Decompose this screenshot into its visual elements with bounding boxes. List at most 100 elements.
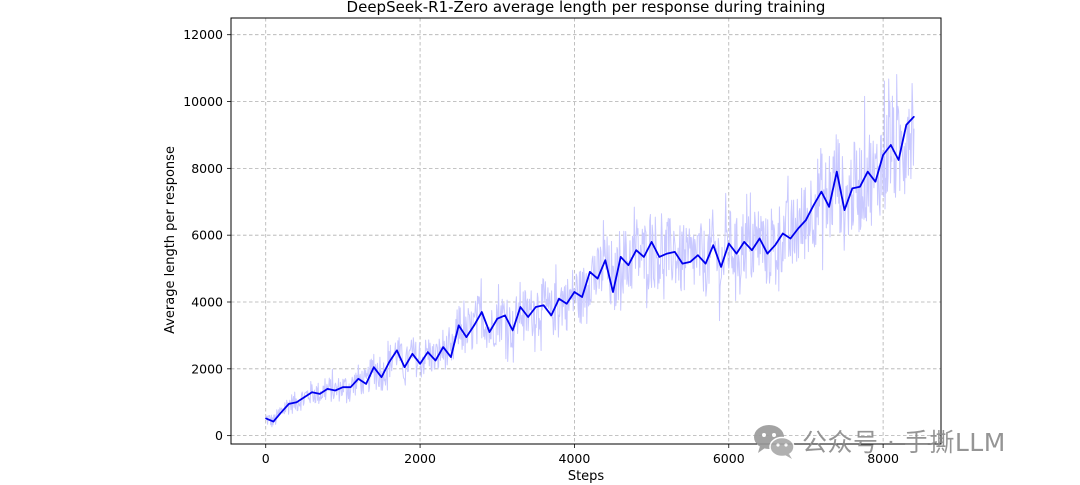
y-tick-label: 6000	[191, 228, 223, 243]
smoothed-data-point	[728, 242, 730, 245]
smoothed-data-point	[789, 237, 792, 240]
raw-band	[265, 74, 915, 428]
smoothed-data-point	[913, 116, 915, 118]
smoothed-data-point	[882, 154, 884, 156]
smoothed-data-point	[488, 331, 491, 333]
smoothed-data-point	[550, 314, 552, 316]
smoothed-data-point	[434, 359, 437, 362]
smoothed-data-point	[527, 316, 529, 318]
smoothed-data-point	[674, 251, 676, 253]
smoothed-data-point	[782, 232, 784, 235]
smoothed-data-point	[820, 191, 823, 193]
x-tick-label: 2000	[404, 451, 436, 466]
smoothed-data-point	[589, 271, 591, 273]
smoothed-data-point	[620, 256, 622, 258]
smoothed-data-point	[697, 254, 699, 256]
smoothed-data-point	[573, 291, 576, 293]
smoothed-data-point	[373, 366, 375, 368]
smoothed-data-point	[319, 393, 321, 395]
smoothed-data-point	[326, 388, 329, 390]
smoothed-data-point	[905, 124, 907, 126]
smoothed-data-point	[265, 417, 267, 419]
smoothed-data-point	[612, 291, 614, 293]
smoothed-data-point	[419, 363, 421, 365]
smoothed-data-point	[681, 263, 684, 265]
smoothed-data-point	[890, 144, 892, 146]
smoothed-data-point	[859, 186, 861, 188]
smoothed-data-point	[797, 227, 799, 230]
smoothed-data-point	[458, 324, 460, 326]
y-tick-label: 2000	[191, 361, 223, 376]
smoothed-data-point	[465, 336, 467, 338]
smoothed-data-point	[828, 206, 830, 208]
smoothed-data-point	[851, 187, 853, 189]
smoothed-data-point	[658, 256, 660, 258]
smoothed-data-point	[720, 266, 722, 268]
smoothed-data-point	[496, 318, 498, 320]
x-tick-label: 8000	[867, 451, 899, 466]
x-axis-label: Steps	[568, 469, 605, 484]
smoothed-data-point	[558, 298, 560, 300]
y-axis-ticks: 0 2000 4000 6000 8000 10000 12000	[183, 27, 231, 443]
x-tick-label: 6000	[713, 451, 745, 466]
chart-title: DeepSeek-R1-Zero average length per resp…	[347, 0, 826, 16]
smoothed-data-point	[743, 241, 745, 243]
smoothed-data-point	[404, 366, 406, 368]
x-tick-label: 4000	[559, 451, 591, 466]
smoothed-data-point	[334, 389, 336, 392]
smoothed-data-point	[519, 306, 522, 308]
y-tick-label: 0	[215, 428, 223, 443]
smoothed-data-point	[427, 351, 429, 353]
smoothed-data-point	[627, 264, 630, 266]
smoothed-data-point	[473, 324, 475, 326]
smoothed-data-point	[651, 241, 653, 243]
smoothed-data-point	[442, 346, 444, 348]
smoothed-data-point	[396, 349, 398, 351]
y-tick-label: 8000	[191, 161, 223, 176]
smoothed-data-point	[712, 244, 714, 246]
plot-area-frame	[230, 17, 942, 445]
watermark: 公众号 · 手撕LLM	[752, 420, 1006, 462]
smoothed-data-point	[867, 171, 869, 173]
smoothed-data-point	[411, 353, 413, 355]
smoothed-data-point	[342, 386, 344, 388]
smoothed-data-point	[843, 209, 846, 211]
smoothed-data-point	[643, 256, 645, 258]
smoothed-data-point	[280, 411, 282, 413]
smoothed-data-point	[512, 329, 514, 331]
smoothed-data-point	[380, 376, 383, 378]
y-axis-label: Average length per response	[163, 146, 178, 334]
smoothed-data-point	[481, 311, 483, 313]
smoothed-data-point	[535, 306, 537, 308]
grid	[231, 18, 941, 444]
raw-series-line	[265, 74, 915, 428]
x-tick-label: 0	[262, 451, 270, 466]
smoothed-data-point	[350, 386, 352, 388]
smoothed-data-point	[735, 253, 738, 255]
smoothed-data-point	[303, 396, 305, 398]
x-axis-ticks: 0 2000 4000 6000 8000	[262, 444, 899, 466]
smoothed-data-point	[566, 303, 568, 305]
smoothed-data-point	[581, 296, 583, 298]
smoothed-data-point	[805, 219, 807, 221]
smoothed-data-point	[759, 237, 761, 240]
smoothed-data-point	[604, 259, 606, 261]
smoothed-data-point	[705, 263, 707, 265]
smoothed-data-point	[272, 421, 274, 423]
smoothed-data-point	[836, 171, 838, 173]
wechat-icon	[754, 425, 795, 459]
smoothed-data-point	[357, 378, 359, 380]
smoothed-data-point	[774, 244, 776, 246]
smoothed-data-point	[813, 204, 815, 206]
smoothed-data-point	[751, 249, 753, 251]
smoothed-data-point	[597, 278, 599, 280]
smoothed-data-point	[311, 391, 313, 393]
y-tick-label: 12000	[183, 27, 223, 42]
smoothed-data-point	[898, 159, 900, 161]
smoothed-data-point	[766, 253, 769, 255]
smoothed-series-line	[265, 115, 915, 423]
y-tick-label: 10000	[183, 94, 223, 109]
smoothed-data-point	[543, 304, 545, 306]
smoothed-data-point	[874, 181, 877, 183]
